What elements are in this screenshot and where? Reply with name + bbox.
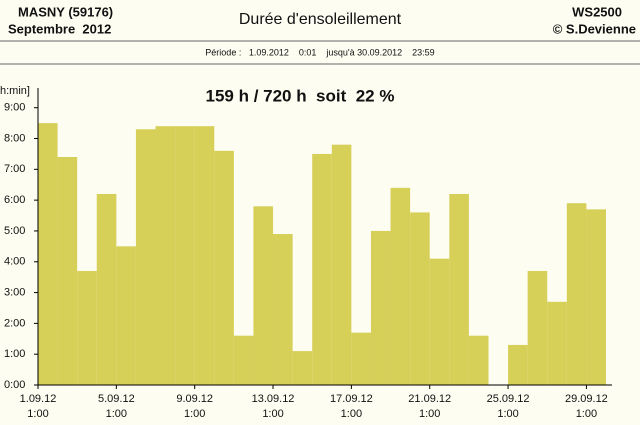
x-tick-label: 25.09.12 (487, 393, 530, 405)
y-tick-label: 1:00 (4, 348, 25, 360)
y-tick-label: 9:00 (4, 102, 25, 114)
x-tick-time: 1:00 (497, 408, 518, 420)
x-tick-label: 5.09.12 (98, 393, 135, 405)
y-tick-label: 2:00 (4, 317, 25, 329)
period: Période : 1.09.2012 0:01 jusqu'à 30.09.2… (205, 47, 434, 57)
bar (194, 126, 215, 386)
x-tick-time: 1:00 (184, 408, 205, 420)
author: © S.Devienne (553, 21, 636, 36)
x-tick-label: 17.09.12 (330, 393, 373, 405)
x-tick-time: 1:00 (27, 408, 48, 420)
bar (38, 123, 58, 386)
y-tick-label: 7:00 (4, 163, 25, 175)
bar (508, 344, 528, 385)
x-tick-label: 29.09.12 (565, 393, 608, 405)
bar (547, 301, 567, 385)
bar (331, 144, 352, 385)
x-tick-label: 13.09.12 (252, 393, 295, 405)
bar (273, 234, 293, 385)
y-tick-label: 3:00 (4, 286, 25, 298)
chart-title: Durée d'ensoleillement (239, 11, 402, 28)
x-tick-label: 21.09.12 (408, 393, 451, 405)
bar (390, 187, 411, 385)
x-tick-label: 1.09.12 (20, 393, 57, 405)
x-tick-time: 1:00 (576, 408, 597, 420)
bar (253, 206, 274, 385)
bar (586, 209, 606, 385)
x-tick-time: 1:00 (419, 408, 440, 420)
station: MASNY (59176) (18, 4, 113, 19)
x-tick-time: 1:00 (262, 408, 283, 420)
y-axis-label: h:min] (0, 85, 30, 97)
bar (96, 193, 117, 385)
y-tick-label: 0:00 (4, 379, 25, 391)
x-tick-time: 1:00 (341, 408, 362, 420)
bar (527, 271, 548, 385)
bar (214, 150, 234, 385)
y-tick-label: 4:00 (4, 256, 25, 268)
bar (410, 212, 430, 385)
bar (135, 129, 156, 385)
x-tick-label: 9.09.12 (176, 393, 213, 405)
bar (175, 126, 195, 386)
bar (116, 246, 136, 385)
bar (351, 332, 371, 385)
bar (312, 153, 332, 385)
bar (233, 335, 254, 385)
annotation: 159 h / 720 h soit 22 % (206, 86, 395, 105)
bar (429, 258, 450, 385)
bar (370, 230, 391, 385)
y-tick-label: 8:00 (4, 132, 25, 144)
bar (468, 335, 489, 385)
bar (566, 203, 587, 385)
device: WS2500 (572, 4, 622, 19)
bar (57, 157, 78, 385)
y-tick-label: 5:00 (4, 225, 25, 237)
period-label: Septembre 2012 (8, 21, 111, 36)
bar (292, 351, 313, 385)
x-tick-time: 1:00 (106, 408, 127, 420)
bar (449, 193, 469, 385)
bar (77, 271, 97, 385)
bar (155, 126, 176, 386)
y-tick-label: 6:00 (4, 194, 25, 206)
